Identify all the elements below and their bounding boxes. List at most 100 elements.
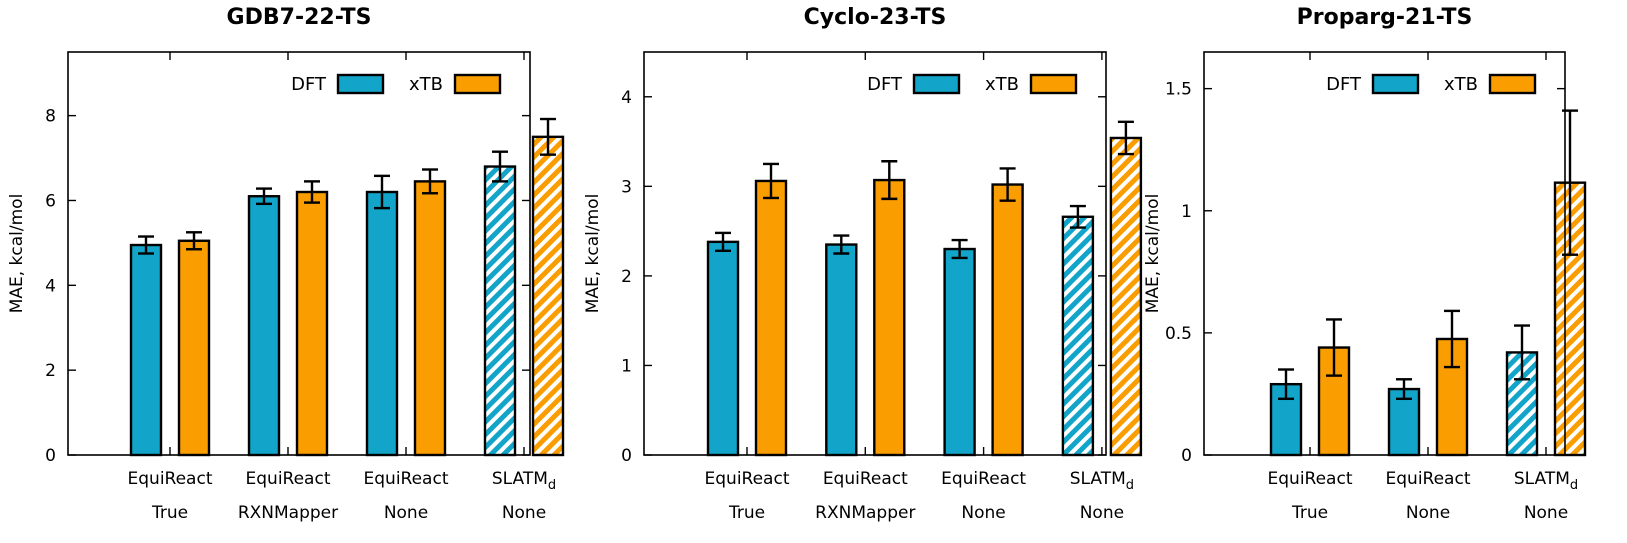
y-tick-label: 2 <box>621 267 632 287</box>
x-category-method-name: SLATM <box>1070 469 1126 489</box>
x-category-mapping: RXNMapper <box>238 503 338 523</box>
y-tick-label: 0 <box>45 446 56 466</box>
y-tick-label: 6 <box>45 191 56 211</box>
x-category-mapping: None <box>1524 503 1568 523</box>
error-bar-dft-2 <box>1396 378 1412 401</box>
plot-frame <box>643 51 1107 456</box>
bar-dft-4 <box>1061 215 1095 457</box>
legend-swatch-dft <box>336 73 385 95</box>
x-category-mapping: True <box>1291 503 1328 523</box>
y-tick-label: 4 <box>621 88 632 108</box>
chart-panel-3: Proparg-21-TS MAE, kcal/mol 0 0.5 1 1.5 EquiRe… <box>1143 5 1587 523</box>
y-tick-label: 0 <box>1181 446 1192 466</box>
bar-xtb-1 <box>177 239 211 457</box>
x-category-method: EquiReact <box>941 469 1026 489</box>
legend-label-xtb: xTB <box>409 74 443 95</box>
bar-dft-1 <box>129 243 163 457</box>
bar-xtb-1 <box>754 179 788 457</box>
bar-xtb-4 <box>1109 136 1143 457</box>
plot-frame <box>67 51 531 456</box>
x-category-method-name: EquiReact <box>1268 469 1353 489</box>
error-bar-xtb-3 <box>422 168 438 195</box>
x-category-method-name: SLATM <box>1514 469 1570 489</box>
bar-xtb-3 <box>991 183 1024 457</box>
error-bar-dft-3 <box>1514 324 1530 381</box>
x-category-method-subscript: d <box>1570 478 1578 493</box>
chart-panel-2: Cyclo-23-TS MAE, kcal/mol 0 1 2 3 4 EquiReact Tr… <box>583 5 1143 523</box>
error-bar-xtb-2 <box>1444 309 1460 369</box>
x-category-method: EquiReact <box>364 469 449 489</box>
chart-panel-1: GDB7-22-TS MAE, kcal/mol 0 2 4 6 8 EquiReact Tru… <box>7 5 565 523</box>
x-category-mapping: None <box>1080 503 1124 523</box>
bar-dft-2 <box>247 195 281 457</box>
x-category-mapping: None <box>384 503 428 523</box>
y-tick-label: 8 <box>45 107 56 127</box>
bar-dft-2 <box>825 243 858 457</box>
x-category-method: EquiReact <box>1268 469 1353 489</box>
legend-label-dft: DFT <box>291 74 327 95</box>
legend-swatch-dft <box>912 73 961 95</box>
error-bar-xtb-4 <box>1117 120 1134 156</box>
x-category-method: EquiReact <box>1386 469 1471 489</box>
error-bar-xtb-2 <box>881 160 898 201</box>
x-category-method: SLATMd <box>1514 469 1578 493</box>
x-category-mapping: True <box>151 503 188 523</box>
x-category-method-name: EquiReact <box>246 469 331 489</box>
bar-xtb-2 <box>295 190 329 457</box>
error-bar-xtb-3 <box>999 167 1016 202</box>
bar-xtb-2 <box>873 178 906 457</box>
legend: DFT xTB <box>867 73 1078 95</box>
y-tick-label: 1.5 <box>1165 80 1192 100</box>
x-category-mapping: None <box>502 503 546 523</box>
error-bar-dft-3 <box>951 238 968 260</box>
error-bar-dft-2 <box>833 234 850 255</box>
chart-title: Proparg-21-TS <box>1297 5 1473 30</box>
x-category-method: EquiReact <box>823 469 908 489</box>
legend-swatch-dft <box>1371 73 1420 95</box>
legend-swatch-xtb <box>1029 73 1078 95</box>
x-category-method-name: EquiReact <box>941 469 1026 489</box>
x-category-method-subscript: d <box>548 478 556 493</box>
x-category-method: EquiReact <box>128 469 213 489</box>
y-tick-label: 1 <box>621 356 632 376</box>
y-tick-label: 0 <box>621 446 632 466</box>
error-bar-dft-4 <box>492 150 508 183</box>
plot-frame <box>1203 51 1566 456</box>
bar-dft-3 <box>943 247 976 457</box>
bar-dft-3 <box>365 190 399 457</box>
chart-title: Cyclo-23-TS <box>804 5 947 30</box>
legend-label-dft: DFT <box>1326 74 1362 95</box>
error-bar-dft-2 <box>256 187 272 206</box>
y-axis-label: MAE, kcal/mol <box>583 194 603 314</box>
legend-swatch-xtb <box>453 73 502 95</box>
x-category-method-subscript: d <box>1126 478 1134 493</box>
legend-label-xtb: xTB <box>1444 74 1478 95</box>
x-category-method: EquiReact <box>246 469 331 489</box>
x-category-mapping: True <box>728 503 765 523</box>
error-bar-xtb-2 <box>304 180 320 204</box>
x-category-method-name: EquiReact <box>823 469 908 489</box>
chart-title: GDB7-22-TS <box>227 5 372 30</box>
error-bar-xtb-1 <box>186 231 202 251</box>
x-category-method-name: SLATM <box>492 469 548 489</box>
x-category-mapping: None <box>1406 503 1450 523</box>
x-category-method-name: EquiReact <box>705 469 790 489</box>
legend-label-dft: DFT <box>867 74 903 95</box>
error-bar-dft-3 <box>374 174 390 210</box>
legend-label-xtb: xTB <box>985 74 1019 95</box>
error-bar-dft-4 <box>1069 204 1086 229</box>
x-category-method-name: EquiReact <box>128 469 213 489</box>
legend-swatch-xtb <box>1488 73 1537 95</box>
legend: DFT xTB <box>291 73 502 95</box>
x-category-method: SLATMd <box>1070 469 1134 493</box>
error-bar-dft-1 <box>138 235 154 255</box>
x-category-method: EquiReact <box>705 469 790 489</box>
x-category-mapping: RXNMapper <box>815 503 915 523</box>
y-axis-label: MAE, kcal/mol <box>7 194 27 314</box>
bar-xtb-4 <box>531 135 565 457</box>
legend: DFT xTB <box>1326 73 1537 95</box>
bar-xtb-3 <box>413 180 447 457</box>
x-category-method-name: EquiReact <box>1386 469 1471 489</box>
x-category-mapping: None <box>961 503 1005 523</box>
